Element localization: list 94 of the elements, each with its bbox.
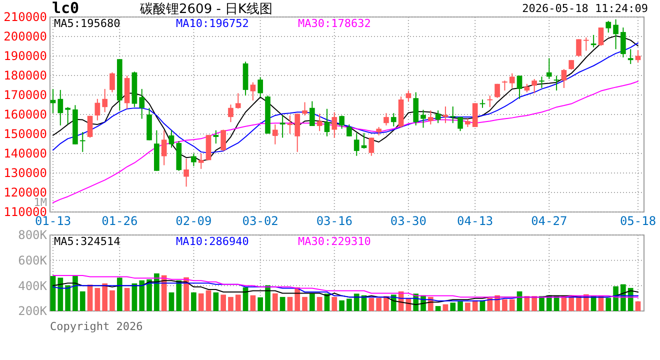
candlestick: [228, 104, 234, 123]
candlestick: [220, 129, 226, 152]
candlestick: [302, 102, 308, 116]
candlestick: [420, 109, 426, 128]
candlestick: [102, 88, 108, 113]
text: MA10:286940: [176, 235, 249, 248]
candlestick: [198, 153, 204, 170]
candlestick: [339, 114, 344, 130]
text: 2026-05-18 11:24:09: [522, 2, 648, 15]
candlestick: [494, 83, 500, 98]
y-tick-label: 190000: [4, 49, 47, 64]
candlestick: [139, 88, 145, 120]
candlestick: [168, 130, 174, 148]
candlestick: [94, 98, 100, 121]
candlestick: [606, 20, 612, 34]
candlestick: [502, 80, 508, 92]
candlestick: [87, 115, 93, 138]
line-series: [52, 80, 638, 204]
candlestick: [620, 27, 626, 58]
x-tick-label: 04-13: [457, 214, 494, 228]
text: Copyright 2026: [50, 320, 143, 333]
y-tick-label: 130000: [4, 166, 47, 180]
candlestick: [613, 18, 618, 50]
line-series: [52, 275, 638, 298]
y-tick-label: 180000: [4, 68, 47, 83]
candlestick: [390, 112, 396, 127]
candlestick: [598, 27, 604, 46]
candlestick: [554, 75, 560, 92]
candlestick: [250, 82, 256, 101]
candlestick: [472, 102, 478, 128]
y-tick-label: 140000: [4, 146, 47, 161]
candlestick: [287, 114, 293, 134]
x-tick-label: 05-18: [620, 214, 656, 228]
candlestick: [428, 110, 434, 125]
candlestick: [161, 130, 167, 166]
candlestick: [324, 108, 330, 137]
candlestick: [568, 60, 574, 70]
text: MA30:178632: [298, 17, 371, 30]
x-tick-label: 03-02: [242, 214, 278, 228]
y-tick-label: 800K: [18, 228, 48, 242]
y-tick-label: 210000: [4, 10, 47, 24]
candlestick: [235, 92, 241, 110]
candlestick: [258, 76, 264, 98]
candlestick: [561, 68, 567, 88]
candlestick: [213, 130, 219, 144]
candlestick: [458, 116, 463, 132]
candlestick: [280, 114, 286, 138]
candlestick: [384, 112, 389, 126]
y-tick-label: 170000: [4, 88, 47, 102]
candlestick: [184, 158, 189, 188]
candlestick: [413, 92, 419, 126]
x-tick-label: 02-09: [176, 214, 212, 228]
candlestick: [110, 72, 115, 93]
chart-title: lc0: [52, 0, 80, 17]
y-tick-label: 150000: [4, 127, 47, 142]
x-tick-label: 04-27: [531, 214, 568, 228]
x-tick-label: 03-30: [390, 214, 427, 228]
y-tick-label: 600K: [18, 254, 48, 268]
candlestick: [368, 137, 374, 156]
candlestick: [516, 75, 522, 100]
y-tick-label: 200000: [4, 30, 47, 44]
chart-subtitle: 碳酸锂2609 - 日K线图: [139, 2, 273, 17]
candlestick: [80, 132, 86, 152]
candlestick: [310, 100, 315, 127]
candlestick: [406, 90, 412, 102]
x-tick-label: 01-26: [102, 214, 138, 228]
candlestick: [450, 106, 456, 124]
candlestick: [487, 95, 493, 108]
candlestick: [576, 38, 582, 58]
x-tick-label: 03-16: [316, 214, 352, 228]
candlestick: [590, 34, 596, 48]
candlestick: [58, 89, 64, 126]
candlestick: [628, 48, 634, 64]
candlestick: [539, 76, 544, 88]
candlestick: [354, 132, 360, 156]
text: MA10:196752: [176, 17, 249, 30]
y-tick-label: 200K: [18, 304, 48, 318]
y-tick-label: 160000: [4, 108, 47, 122]
y-tick-label: 400K: [18, 278, 48, 293]
candlestick: [546, 58, 552, 80]
candlestick: [316, 113, 322, 132]
candlestick: [532, 78, 537, 94]
candlestick: [435, 110, 441, 124]
candlestick: [509, 72, 515, 88]
candlestick: [191, 153, 196, 167]
candlestick: [346, 124, 352, 137]
text: MA30:229310: [298, 235, 371, 248]
candlestick: [65, 106, 70, 125]
candlestick: [584, 36, 589, 52]
text: MA5:195680: [54, 17, 120, 30]
text: MA5:324514: [54, 235, 121, 248]
candlestick: [272, 124, 278, 145]
candlestick: [294, 113, 300, 152]
candlestick: [332, 112, 338, 138]
